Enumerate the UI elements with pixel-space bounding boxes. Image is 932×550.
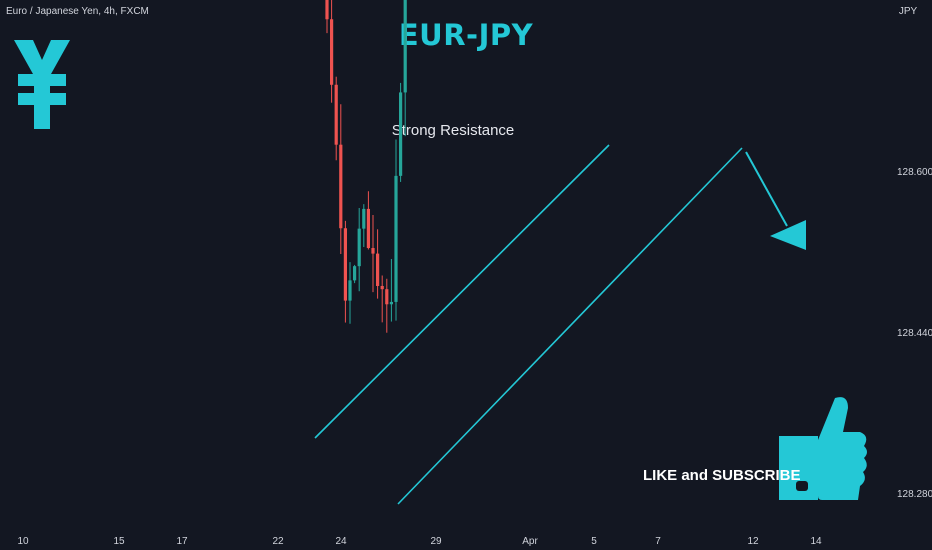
candle-body [376,253,380,286]
candles [325,0,407,333]
x-tick-label: 15 [113,536,125,547]
candle-body [357,228,361,267]
y-tick-label: 128.280 [897,489,932,500]
channel-lower-line [397,147,743,505]
candle-body [325,0,329,20]
candle-body [394,175,398,302]
yen-icon [14,40,70,129]
annotations: LIKE and SUBSCRIBE [14,40,867,500]
resistance-label: Strong Resistance [392,122,515,139]
candle-body [334,84,338,145]
candle-body [371,248,375,254]
thumbs-up-icon [818,397,867,500]
candle-body [343,228,347,301]
candle-body [399,92,403,176]
y-tick-label: 128.440 [897,328,932,339]
candle-body [339,144,343,229]
x-tick-label: 22 [272,536,284,547]
x-axis: 10 15 17 22 24 29 Apr 5 7 12 14 [17,536,822,547]
thumbs-up-cuff-hole [796,481,808,491]
chart-title: EUR-JPY [398,18,534,52]
candle-body [385,289,389,305]
y-tick-label: 128.600 [897,167,932,178]
ascending-channel [314,144,743,505]
channel-upper-line [314,144,610,439]
cta-label: LIKE and SUBSCRIBE [643,467,801,484]
candle-body [403,0,407,93]
x-tick-label: 17 [176,536,188,547]
x-tick-label: Apr [522,536,538,547]
currency-label: JPY [899,6,918,17]
candle-body [380,285,384,290]
down-arrow-shaft [745,151,788,227]
x-tick-label: 10 [17,536,29,547]
candle-body [366,208,370,249]
x-tick-label: 7 [655,536,661,547]
x-tick-label: 29 [430,536,442,547]
candle-body [353,266,357,281]
down-arrow-head [770,220,806,250]
x-tick-label: 14 [810,536,822,547]
y-axis: JPY131.400131.200131.000130.800130.60013… [897,6,932,500]
candle-body [330,19,334,85]
symbol-header: Euro / Japanese Yen, 4h, FXCM [6,6,149,17]
candle-body [389,301,393,305]
candle-body [362,208,366,229]
x-tick-label: 12 [747,536,759,547]
x-tick-label: 24 [335,536,347,547]
x-tick-label: 5 [591,536,597,547]
thumbs-up-cuff [779,436,818,500]
resistance-zone: Strong Resistance [392,122,515,139]
candle-body [348,280,352,301]
